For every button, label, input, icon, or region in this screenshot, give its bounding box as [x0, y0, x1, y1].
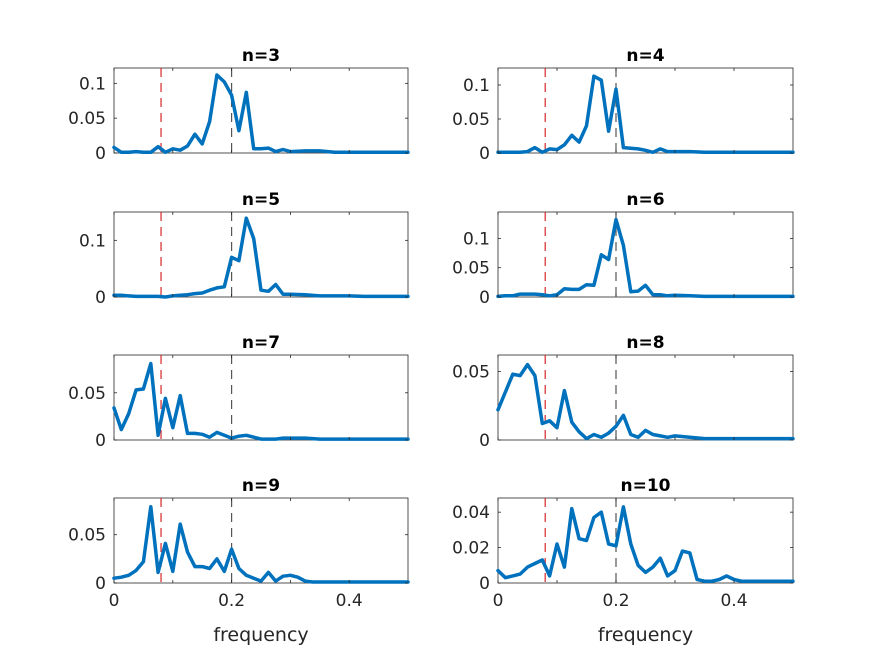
panel-title: n=4	[626, 46, 664, 66]
axes-box	[497, 211, 794, 298]
panel-title: n=7	[242, 333, 280, 353]
y-tick-label: 0.05	[68, 109, 106, 129]
y-tick-label: 0.05	[68, 526, 106, 546]
panel-title: n=9	[242, 476, 280, 496]
axes-box	[113, 497, 409, 584]
axes-box	[113, 354, 409, 441]
panel-title: n=5	[242, 190, 280, 210]
series-line	[496, 505, 795, 583]
series-line	[496, 74, 795, 155]
panel-4: 0 0.05 0.1 n=6	[452, 190, 795, 308]
panel-title: n=8	[626, 333, 664, 353]
y-tick-label: 0	[95, 431, 106, 451]
series-line	[112, 504, 410, 584]
y-tick-label: 0.05	[452, 362, 490, 382]
y-tick-label: 0	[95, 574, 106, 594]
x-tick-label: 0.4	[336, 591, 363, 611]
y-tick-label: 0	[95, 288, 106, 308]
y-tick-label: 0	[95, 144, 106, 164]
series-line	[496, 362, 795, 441]
panel-5: 0 0.05 n=7	[68, 333, 410, 451]
x-tick-label: 0	[109, 591, 120, 611]
y-tick-label: 0.1	[79, 74, 106, 94]
y-tick-label: 0.05	[452, 110, 490, 130]
y-tick-label: 0.1	[79, 231, 106, 251]
y-tick-label: 0	[479, 144, 490, 164]
y-tick-label: 0	[479, 431, 490, 451]
x-tick-label: 0.4	[720, 591, 747, 611]
x-tick-label: 0.2	[218, 591, 245, 611]
y-tick-label: 0.02	[452, 539, 490, 559]
panel-8: 0 0.02 0.04 0 0.2 0.4 n=10 frequency	[452, 476, 795, 646]
panel-title: n=10	[620, 476, 670, 496]
y-tick-label: 0.04	[452, 503, 490, 523]
panel-7: 0 0.05 0 0.2 0.4 n=9 frequency	[68, 476, 410, 646]
y-tick-label: 0.1	[463, 76, 490, 96]
axes-box	[113, 67, 409, 154]
panel-3: 0 0.1 n=5	[79, 190, 410, 308]
y-tick-label: 0	[479, 574, 490, 594]
x-axis-label: frequency	[598, 624, 693, 646]
panel-1: 0 0.05 0.1 n=3	[68, 46, 410, 164]
axes-box	[497, 354, 794, 441]
panel-title: n=3	[242, 46, 280, 66]
y-tick-label: 0.05	[68, 384, 106, 404]
y-tick-label: 0.05	[452, 259, 490, 279]
series-line	[496, 217, 795, 299]
panel-2: 0 0.05 0.1 n=4	[452, 46, 795, 164]
y-tick-label: 0	[479, 288, 490, 308]
series-line	[112, 216, 410, 299]
x-tick-label: 0.2	[602, 591, 629, 611]
series-line	[112, 73, 410, 155]
x-tick-label: 0	[493, 591, 504, 611]
y-tick-label: 0.1	[463, 229, 490, 249]
panel-title: n=6	[626, 190, 664, 210]
x-axis-label: frequency	[213, 624, 308, 646]
panel-6: 0 0.05 n=8	[452, 333, 795, 451]
axes-box	[497, 67, 794, 154]
